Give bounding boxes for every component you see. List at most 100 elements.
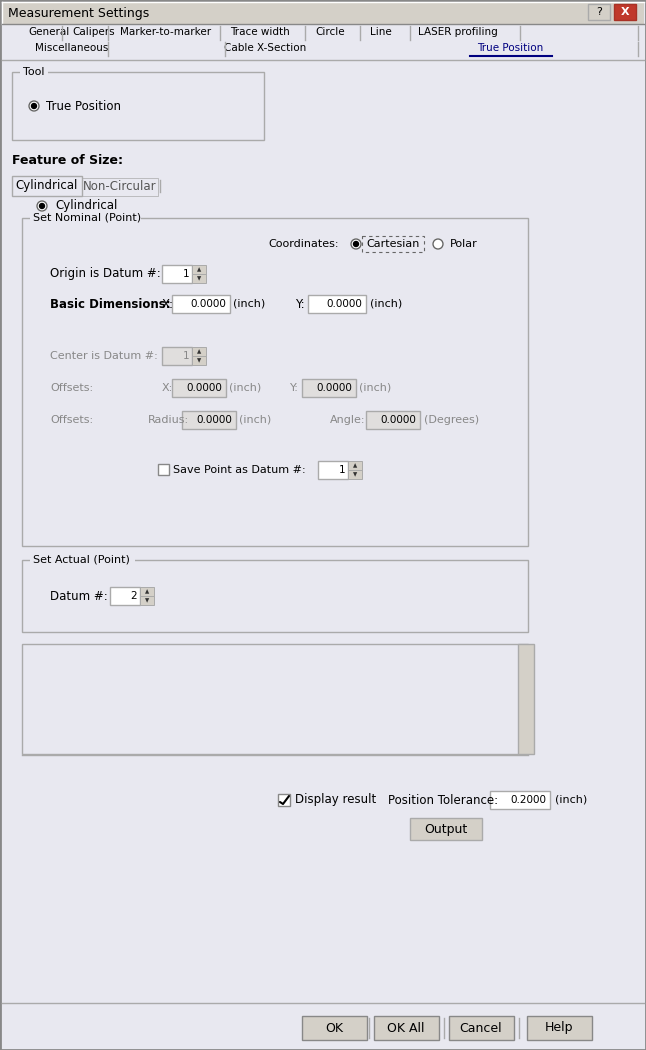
Bar (30, 211, 140, 225)
Bar (192, 356, 206, 365)
Text: Save Point as Datum #:: Save Point as Datum #: (173, 465, 306, 475)
Bar (308, 295, 366, 313)
Text: Cancel: Cancel (460, 1022, 503, 1034)
Bar (192, 265, 206, 275)
Bar (192, 346, 206, 357)
Text: True Position: True Position (46, 100, 121, 112)
Bar (22, 560, 528, 632)
Text: Center is Datum #:: Center is Datum #: (50, 351, 158, 361)
Bar (12, 72, 264, 140)
Text: Datum #:: Datum #: (50, 589, 108, 603)
Text: ▲: ▲ (353, 463, 357, 468)
Text: Line: Line (370, 27, 391, 37)
Text: Radius:: Radius: (148, 415, 189, 425)
Text: Cylindrical: Cylindrical (55, 200, 118, 212)
Text: Y:: Y: (295, 297, 305, 311)
Bar (162, 346, 192, 365)
Circle shape (39, 204, 45, 209)
Bar (348, 461, 362, 471)
Text: Set Actual (Point): Set Actual (Point) (33, 555, 130, 565)
Text: Output: Output (424, 822, 468, 836)
Text: ▼: ▼ (197, 276, 201, 281)
Text: True Position: True Position (477, 43, 543, 53)
Text: 0.0000: 0.0000 (326, 299, 362, 309)
Text: 0.0000: 0.0000 (196, 415, 232, 425)
Text: (inch): (inch) (370, 299, 402, 309)
Bar (172, 379, 226, 397)
Text: (inch): (inch) (233, 299, 266, 309)
Text: Measurement Settings: Measurement Settings (8, 6, 149, 20)
Bar (302, 1016, 367, 1040)
Bar (588, 4, 610, 20)
Text: Non-Circular: Non-Circular (83, 181, 157, 193)
Text: Origin is Datum #:: Origin is Datum #: (50, 268, 161, 280)
Bar (182, 411, 236, 429)
Text: Marker-to-marker: Marker-to-marker (120, 27, 211, 37)
Bar (22, 644, 528, 754)
Text: Cylindrical: Cylindrical (16, 180, 78, 192)
Text: Cartesian: Cartesian (366, 239, 420, 249)
Text: Set Nominal (Point): Set Nominal (Point) (33, 213, 141, 223)
Bar (614, 4, 636, 20)
Text: Position Tolerance:: Position Tolerance: (388, 794, 498, 806)
Bar (302, 379, 356, 397)
Bar (158, 464, 169, 475)
Text: 1: 1 (339, 465, 345, 475)
Text: X: X (621, 7, 629, 17)
Text: Help: Help (545, 1022, 573, 1034)
Bar (374, 1016, 439, 1040)
Text: ▼: ▼ (145, 598, 149, 604)
Text: Coordinates:: Coordinates: (268, 239, 339, 249)
Text: (inch): (inch) (359, 383, 391, 393)
Bar (22, 218, 528, 546)
Bar (490, 791, 550, 808)
Text: ?: ? (596, 7, 602, 17)
Bar (449, 1016, 514, 1040)
Bar (82, 178, 158, 196)
Bar (192, 274, 206, 284)
Circle shape (37, 201, 47, 211)
Text: 0.2000: 0.2000 (510, 795, 546, 805)
Text: ▲: ▲ (145, 589, 149, 594)
Text: OK All: OK All (387, 1022, 425, 1034)
Text: 1: 1 (182, 351, 189, 361)
Text: 0.0000: 0.0000 (316, 383, 352, 393)
Text: X:: X: (162, 383, 173, 393)
Text: (Degrees): (Degrees) (424, 415, 479, 425)
Bar (20, 65, 48, 79)
Text: Polar: Polar (450, 239, 478, 249)
Text: Angle:: Angle: (330, 415, 366, 425)
Circle shape (29, 101, 39, 111)
Text: Miscellaneous: Miscellaneous (36, 43, 109, 53)
Bar (366, 411, 420, 429)
Text: Y:: Y: (290, 383, 299, 393)
Text: General: General (28, 27, 69, 37)
Text: Offsets:: Offsets: (50, 415, 93, 425)
Bar (518, 644, 534, 754)
Text: Circle: Circle (315, 27, 344, 37)
Text: Tool: Tool (23, 67, 45, 77)
Circle shape (433, 239, 443, 249)
Text: OK: OK (325, 1022, 343, 1034)
Text: 0.0000: 0.0000 (190, 299, 226, 309)
Bar (527, 1016, 592, 1040)
Text: 2: 2 (130, 591, 137, 601)
Bar (348, 470, 362, 479)
Bar (30, 553, 135, 567)
Text: Offsets:: Offsets: (50, 383, 93, 393)
Text: Calipers: Calipers (72, 27, 114, 37)
Text: 0.0000: 0.0000 (380, 415, 416, 425)
Bar (318, 461, 348, 479)
Bar (140, 596, 154, 605)
Bar (12, 176, 82, 196)
Text: (inch): (inch) (239, 415, 271, 425)
Circle shape (32, 104, 37, 108)
Text: Feature of Size:: Feature of Size: (12, 153, 123, 167)
Text: LASER profiling: LASER profiling (418, 27, 498, 37)
Bar (2, 2, 644, 24)
Text: Trace width: Trace width (230, 27, 290, 37)
Bar (410, 818, 482, 840)
Text: ▲: ▲ (197, 267, 201, 272)
Text: Display result: Display result (295, 794, 376, 806)
Bar (140, 587, 154, 597)
